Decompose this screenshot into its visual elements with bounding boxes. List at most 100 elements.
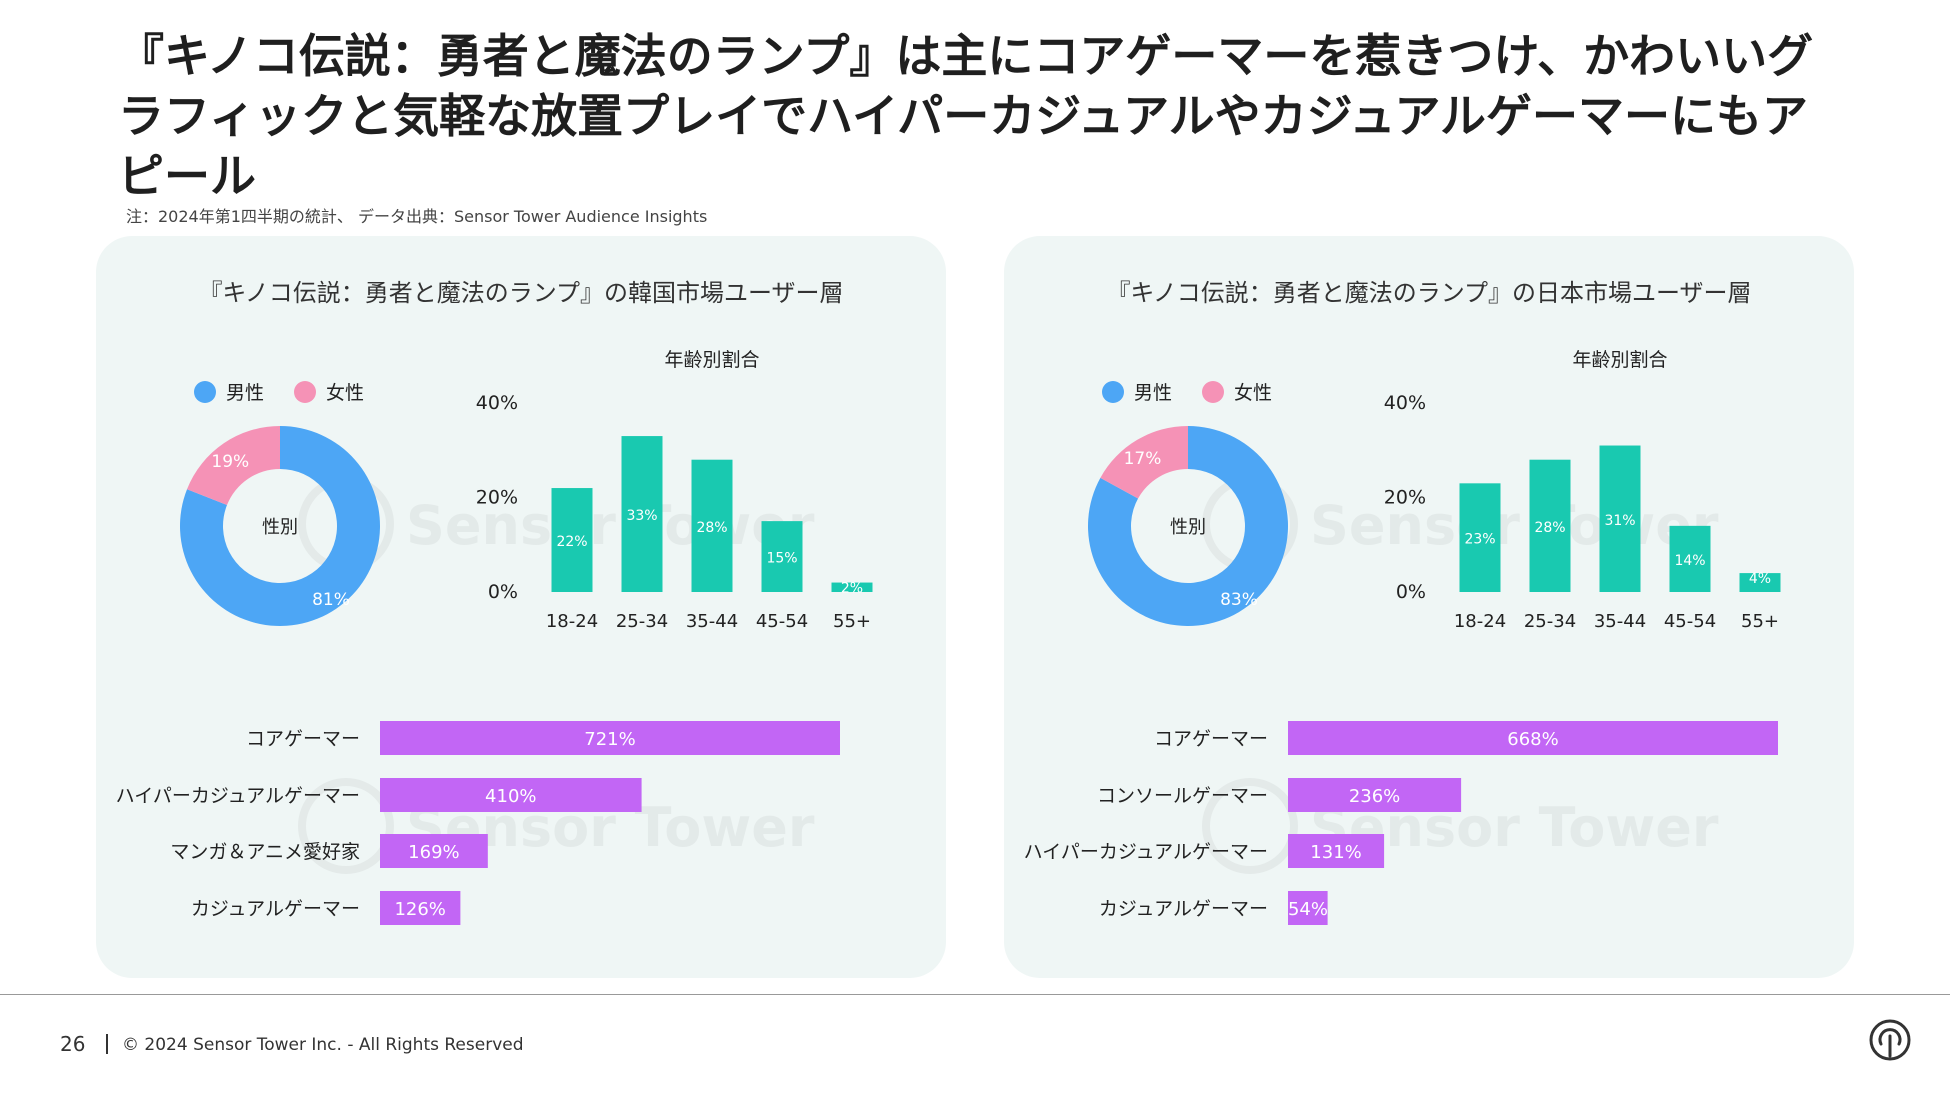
kr-interest-category-label: ハイパーカジュアルゲーマー [116,785,360,807]
kr-age-bar-label: 33% [626,508,657,524]
japan-panel: 『キノコ伝説：勇者と魔法のランプ』の日本市場ユーザー層 Sensor Tower… [1004,236,1854,978]
page-number: 26 [60,1032,86,1056]
jp-age-xtick-label: 55+ [1741,611,1779,632]
jp-age-bar-label: 4% [1749,571,1771,587]
source-note: 注：2024年第1四半期の統計、 データ出典：Sensor Tower Audi… [126,207,708,226]
jp-interest-bar-label: 54% [1288,899,1328,920]
kr-interest-bar [380,891,461,925]
jp-age-bar [1599,445,1641,592]
watermark-text: Sensor Tower [406,494,815,557]
watermark: Sensor Tower [1202,778,1719,874]
jp-legend-female-label: 女性 [1234,382,1272,404]
kr-age-bar-label: 22% [556,534,587,550]
watermark: Sensor Tower [1202,476,1719,572]
watermark-text: Sensor Tower [1310,494,1719,557]
kr-interest-bar-label: 126% [394,899,445,920]
jp-age-xtick-label: 18-24 [1454,611,1506,632]
jp-interest-category-label: コアゲーマー [1154,728,1268,750]
kr-donut-slice-male [180,426,380,626]
kr-age-ytick-label: 0% [488,581,518,603]
kr-age-bar [761,521,803,592]
kr-age-bar [831,582,873,592]
jp-interest-bar [1288,834,1385,868]
kr-age-bar [551,488,593,592]
kr-interest-bar-label: 169% [408,842,459,863]
jp-age-chart-title: 年齢別割合 [1572,349,1667,371]
jp-age-ytick-label: 0% [1396,581,1426,603]
kr-legend-female-label: 女性 [326,382,364,404]
jp-donut-slice-male [1088,426,1288,626]
kr-interest-bar-label: 410% [485,786,536,807]
jp-donut-slice-female [1100,426,1188,499]
jp-interest-bar-label: 668% [1507,729,1558,750]
kr-age-bar-label: 28% [696,520,727,536]
jp-interest-category-label: カジュアルゲーマー [1099,898,1268,920]
footer-separator [106,1034,108,1054]
kr-interest-bar [380,778,642,812]
kr-donut-label-male: 81% [312,590,350,610]
jp-interest-bar-label: 236% [1349,786,1400,807]
watermark-icon [298,778,394,874]
jp-donut-label-male: 83% [1220,590,1258,610]
kr-interest-category-label: カジュアルゲーマー [191,898,360,920]
kr-interest-bar [380,721,840,755]
page-title: 『キノコ伝説：勇者と魔法のランプ』は主にコアゲーマーを惹きつけ、かわいいグラフィ… [118,29,1814,203]
jp-interest-category-label: ハイパーカジュアルゲーマー [1024,841,1268,863]
kr-legend-male-icon [194,381,216,403]
jp-age-bar-label: 14% [1674,553,1705,569]
kr-age-bar-label: 15% [766,551,797,567]
kr-donut-slice-female [187,426,280,506]
kr-age-bar [691,459,733,592]
kr-donut-label-female: 19% [211,452,249,472]
kr-age-xtick-label: 55+ [833,611,871,632]
watermark-icon [1202,778,1298,874]
watermark: Sensor Tower [298,476,815,572]
korea-panel-title: 『キノコ伝説：勇者と魔法のランプ』の韓国市場ユーザー層 [198,279,844,307]
jp-interest-bar [1288,721,1778,755]
jp-donut-label-female: 17% [1124,449,1162,469]
jp-age-ytick-label: 20% [1384,487,1426,509]
jp-legend-female-icon [1202,381,1224,403]
jp-age-bar [1529,459,1571,592]
jp-age-bar-label: 23% [1464,532,1495,548]
sensor-tower-logo-icon [1869,1019,1911,1061]
kr-age-ytick-label: 20% [476,487,518,509]
kr-interest-bar-label: 721% [584,729,635,750]
jp-legend-male-label: 男性 [1134,382,1172,404]
copyright: © 2024 Sensor Tower Inc. - All Rights Re… [122,1035,524,1055]
jp-legend-male-icon [1102,381,1124,403]
jp-interest-bar-label: 131% [1310,842,1361,863]
jp-age-ytick-label: 40% [1384,392,1426,414]
jp-age-bar [1669,525,1711,592]
jp-age-bar-label: 28% [1534,520,1565,536]
jp-interest-bar [1288,778,1462,812]
kr-age-chart-title: 年齢別割合 [664,349,759,371]
jp-age-xtick-label: 25-34 [1524,611,1576,632]
jp-age-bar [1459,483,1501,592]
kr-legend-male-label: 男性 [226,382,264,404]
kr-age-ytick-label: 40% [476,392,518,414]
kr-age-bar-label: 2% [841,581,863,597]
japan-panel-title: 『キノコ伝説：勇者と魔法のランプ』の日本市場ユーザー層 [1106,279,1752,307]
footer-divider [0,994,1950,995]
jp-donut-center-label: 性別 [1170,517,1206,538]
jp-age-xtick-label: 45-54 [1664,611,1716,632]
kr-legend-female-icon [294,381,316,403]
jp-age-xtick-label: 35-44 [1594,611,1646,632]
kr-age-xtick-label: 18-24 [546,611,598,632]
kr-interest-category-label: マンガ＆アニメ愛好家 [170,841,360,863]
kr-interest-bar [380,834,488,868]
kr-age-bar [621,436,663,592]
jp-interest-category-label: コンソールゲーマー [1097,785,1268,807]
jp-age-bar-label: 31% [1604,513,1635,529]
kr-age-xtick-label: 45-54 [756,611,808,632]
korea-panel: 『キノコ伝説：勇者と魔法のランプ』の韓国市場ユーザー層 Sensor Tower… [96,236,946,978]
kr-interest-category-label: コアゲーマー [246,728,360,750]
japan-charts: Sensor Tower Sensor Tower 男性 女性 83% 17% 性別 年齢別割… [1024,349,1781,925]
jp-age-bar [1739,573,1781,592]
kr-age-xtick-label: 25-34 [616,611,668,632]
jp-interest-bar [1288,891,1328,925]
kr-donut-center-label: 性別 [262,517,298,538]
kr-age-xtick-label: 35-44 [686,611,738,632]
